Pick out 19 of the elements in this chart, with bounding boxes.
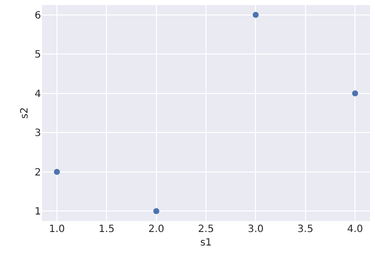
x-tick-label: 4.0 xyxy=(347,224,364,235)
y-tick-label: 2 xyxy=(34,167,41,178)
point xyxy=(153,208,160,214)
y-tick-label: 3 xyxy=(34,128,41,140)
point xyxy=(352,90,358,96)
point xyxy=(252,12,259,18)
x-tick-label: 3.0 xyxy=(248,224,264,235)
point xyxy=(54,168,60,175)
x-tick-label: 3.5 xyxy=(297,224,314,235)
y-tick-label: 5 xyxy=(34,50,41,61)
y-tick-label: 4 xyxy=(34,88,41,100)
x-tick-label: 2.0 xyxy=(148,224,164,235)
x-axis-title: s1 xyxy=(200,238,212,248)
x-tick-label: 1.0 xyxy=(48,224,65,235)
x-tick-label: 1.5 xyxy=(98,224,115,235)
y-axis-title: s2 xyxy=(20,107,31,119)
y-tick-label: 6 xyxy=(34,10,41,22)
y-tick-label: 1 xyxy=(34,206,41,218)
x-tick-label: 2.5 xyxy=(198,224,214,235)
